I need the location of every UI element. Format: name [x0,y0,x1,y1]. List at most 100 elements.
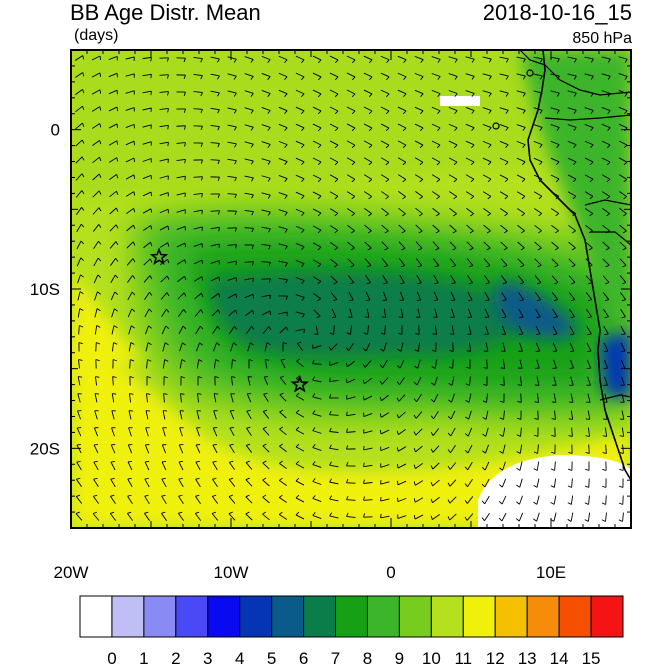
wind-barb [483,224,491,234]
wind-barb [516,444,523,454]
wind-barb [145,410,151,420]
wind-barb [227,210,237,216]
wind-barb [346,478,356,484]
wind-barb [362,360,372,368]
colorbar-label: 10 [422,649,441,667]
wind-barb [146,393,151,403]
wind-barb [414,174,424,183]
wind-barb [125,191,136,197]
wind-barb [176,192,186,198]
pressure-level-label: 850 hPa [572,30,632,47]
wind-barb [312,512,322,519]
wind-barb [92,224,102,232]
wind-barb [244,209,254,216]
wind-barb [295,460,305,469]
wind-barb [330,292,338,302]
wind-barb [195,494,201,504]
wind-barb [500,208,508,217]
wind-barb [328,343,338,351]
wind-barb [111,427,116,437]
wind-barb [227,244,237,249]
wind-barb [431,157,441,166]
wind-barb [278,226,288,233]
y-tick-label: 0 [51,121,60,140]
wind-barb [567,478,573,488]
wind-barb [380,496,390,502]
wind-barb [534,241,542,251]
wind-barb [516,461,523,471]
wind-barb [414,123,424,132]
wind-barb [482,444,489,454]
wind-barb [413,428,423,436]
wind-barb [193,243,203,248]
wind-barb [91,72,102,78]
wind-barb [380,123,390,132]
wind-barb [312,495,322,502]
wind-barb [363,123,373,132]
wind-barb [498,495,507,505]
wind-barb [228,309,238,317]
wind-barb [431,174,441,183]
wind-barb [312,344,322,349]
wind-barb [430,514,440,520]
wind-barb [364,207,372,217]
wind-barb [329,512,339,519]
wind-barb [551,393,557,403]
wind-barb [179,427,184,437]
wind-barb [586,393,591,403]
wind-barb [515,512,524,522]
wind-barb [500,359,506,369]
wind-barb [312,376,322,383]
wind-barb [346,106,356,115]
wind-barb [430,428,440,436]
wind-barb [312,174,322,183]
wind-barb [618,73,628,80]
wind-barb [296,341,304,351]
wind-barb [127,461,133,471]
wind-barb [516,56,526,63]
wind-barb [127,477,133,488]
wind-barb [413,393,422,403]
wind-barb [448,157,458,166]
wind-barb [450,291,456,301]
wind-barb [93,240,102,250]
wind-barb [193,176,203,181]
wind-barb [620,376,625,386]
wind-barb [618,174,628,183]
wind-barb [482,56,492,63]
wind-barb [586,309,592,319]
wind-barb [483,241,491,251]
wind-barb [568,224,576,234]
wind-barb [125,123,135,129]
wind-barb [176,259,187,265]
wind-barb [413,411,423,419]
wind-barb [126,241,136,249]
wind-barb [127,444,133,454]
wind-barb [620,325,626,336]
wind-barb [620,308,626,319]
wind-barb [227,90,237,97]
wind-barb [552,376,557,386]
colorbar-box [398,595,432,638]
wind-barb [228,511,236,521]
wind-barb [330,258,338,268]
wind-barb [432,207,440,217]
wind-barb [125,174,136,180]
wind-barb [195,477,201,488]
wind-barb [279,375,287,385]
wind-barb [162,427,167,437]
wind-barb [380,55,390,64]
wind-barb [210,73,220,80]
x-tick-label: 10E [536,563,566,582]
wind-barb [380,446,390,452]
wind-barb [584,73,594,80]
wind-barb [91,89,102,95]
wind-barb [550,157,560,166]
wind-barb [483,275,491,285]
wind-barb [380,174,390,183]
wind-barb [213,359,220,369]
wind-barb [465,107,475,114]
wind-barb [379,394,389,402]
wind-barb [329,55,339,64]
wind-barb [500,241,508,251]
